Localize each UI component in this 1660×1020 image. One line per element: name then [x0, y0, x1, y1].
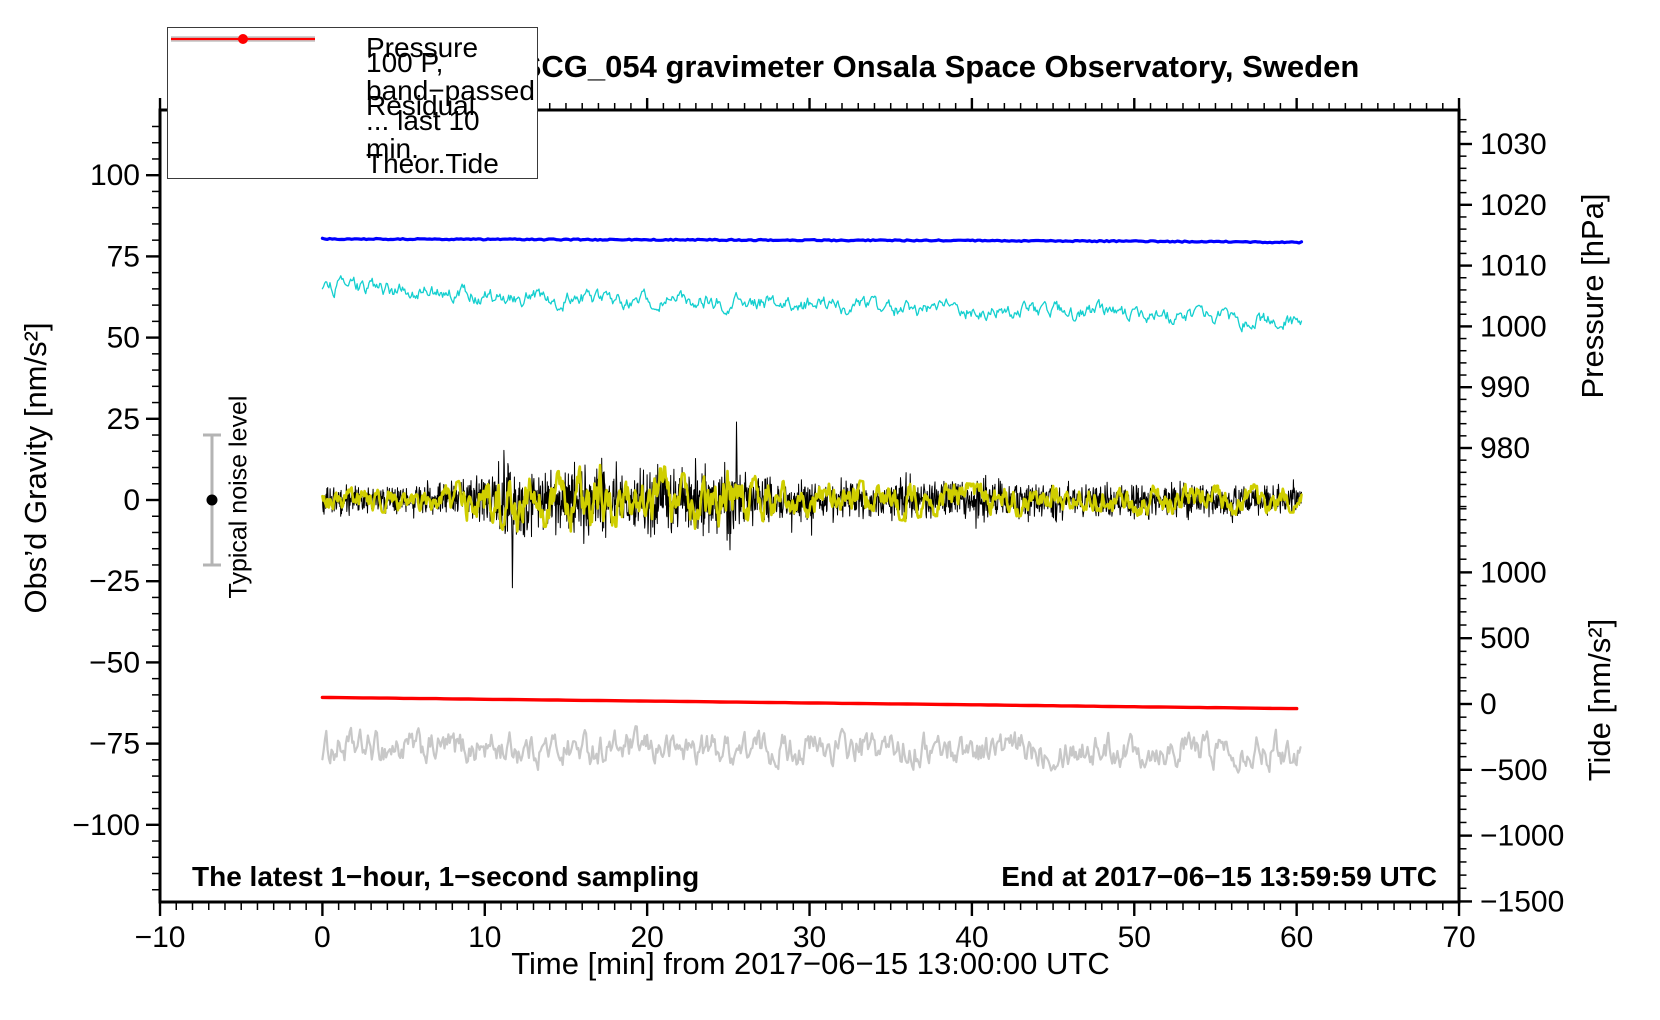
- legend-label: 100 P, band−passed: [366, 46, 535, 106]
- legend-label: ... last 10 min.: [366, 104, 480, 164]
- tick-label: 50: [1118, 921, 1151, 954]
- legend-label: Theor.Tide: [366, 147, 499, 179]
- legend-label: Residual: [366, 89, 475, 121]
- series-residual: [321, 421, 1302, 589]
- tick-label: 990: [1480, 371, 1530, 404]
- series-residual-low-passed-yellow-overlay-: [321, 463, 1303, 533]
- legend-sample-bandpassed: [171, 34, 341, 88]
- tick-label: 0: [123, 484, 140, 517]
- tick-label: −50: [89, 646, 140, 679]
- series-100-p-band-passed: [321, 275, 1303, 333]
- tick-label: 1000: [1480, 556, 1547, 589]
- tick-label: 0: [1480, 688, 1497, 721]
- page-title: SCG_054 gravimeter Onsala Space Observat…: [520, 49, 1360, 84]
- x-axis-title: Time [min] from 2017−06−15 13:00:00 UTC: [511, 946, 1110, 981]
- noise-level-label: Typical noise level: [224, 395, 253, 599]
- series-pressure: [320, 236, 1304, 245]
- tick-label: 0: [314, 921, 331, 954]
- tick-label: 1000: [1480, 310, 1547, 343]
- axis-tick-labels: −10 0 10 20 30 40 50 60 701007550250−25−50−75−10…: [72, 128, 1564, 954]
- noise-level-dot: [206, 494, 218, 506]
- tick-label: −1500: [1480, 885, 1564, 918]
- tick-label: −500: [1480, 754, 1548, 787]
- tick-label: −10: [135, 921, 186, 954]
- legend-item-theortide: Theor.Tide: [168, 34, 537, 179]
- tick-label: 1030: [1480, 128, 1547, 161]
- legend-item-bandpassed: 100 P, band−passed: [168, 34, 537, 104]
- tick-label: 1010: [1480, 250, 1547, 283]
- tick-label: −1000: [1480, 820, 1564, 853]
- tick-label: 20: [630, 921, 663, 954]
- legend-sample-glyph: [171, 34, 315, 44]
- tick-label: 500: [1480, 622, 1530, 655]
- legend-sample-dot: [238, 34, 248, 44]
- end-time-annotation: End at 2017−06−15 13:59:59 UTC: [1001, 861, 1437, 892]
- tick-label: 40: [955, 921, 988, 954]
- tick-label: −25: [89, 565, 140, 598]
- legend-sample-theortide: [171, 34, 341, 175]
- tick-label: 75: [107, 240, 140, 273]
- tick-label: 10: [468, 921, 501, 954]
- tick-label: 980: [1480, 432, 1530, 465]
- legend-item-last10: ... last 10 min.: [168, 36, 537, 162]
- y-axis-title-gravity: Obs’d Gravity [nm/s²]: [18, 322, 53, 614]
- series--last-10-min-: [321, 725, 1302, 774]
- legend: Pressure 100 P, band−passed Residual ...…: [167, 27, 538, 179]
- tick-label: 50: [107, 322, 140, 355]
- legend-sample-residual: [171, 36, 341, 117]
- legend-sample-last10: [171, 36, 341, 146]
- tick-label: 1020: [1480, 189, 1547, 222]
- tick-label: 25: [107, 403, 140, 436]
- noise-level-marker: [202, 433, 221, 567]
- y-axis-title-tide: Tide [nm/s²]: [1582, 618, 1617, 782]
- tick-label: −75: [89, 728, 140, 761]
- data-series: [320, 236, 1304, 774]
- legend-label: Pressure: [366, 31, 479, 63]
- tick-label: 100: [90, 159, 140, 192]
- sampling-annotation: The latest 1−hour, 1−second sampling: [192, 861, 700, 892]
- series-theor-tide: [320, 695, 1299, 711]
- tick-label: 70: [1442, 921, 1475, 954]
- tick-label: 30: [793, 921, 826, 954]
- tick-label: −100: [72, 809, 140, 842]
- y-axis-title-pressure: Pressure [hPa]: [1575, 193, 1610, 399]
- tick-label: 60: [1280, 921, 1313, 954]
